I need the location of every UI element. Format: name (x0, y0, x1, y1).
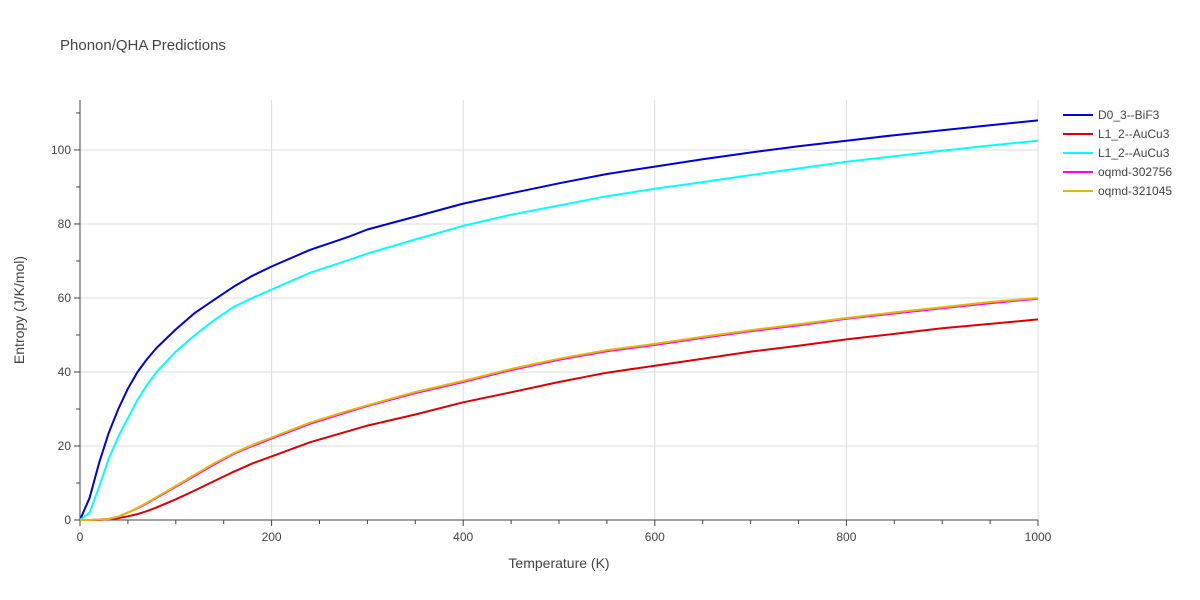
grid-lines (80, 100, 1039, 520)
y-tick-label: 60 (58, 291, 72, 305)
x-axis-title: Temperature (K) (508, 555, 609, 571)
x-tick-label: 200 (262, 530, 282, 544)
series-line (80, 318, 1039, 521)
series-line (79, 139, 1039, 521)
y-tick-label: 80 (58, 217, 72, 231)
legend-label: L1_2--AuCu3 (1098, 127, 1170, 141)
y-tick-label: 100 (51, 143, 71, 157)
series-line (80, 297, 1039, 521)
plot-area (79, 119, 1039, 521)
y-tick-label: 40 (58, 365, 72, 379)
x-tick-label: 400 (453, 530, 473, 544)
axes (74, 100, 1039, 526)
x-tick-label: 0 (77, 530, 84, 544)
y-tick-label: 0 (64, 513, 71, 527)
x-axis-ticks: 0 200 400 600 800 1000 (77, 530, 1052, 544)
series-line (79, 119, 1039, 521)
legend-label: oqmd-321045 (1098, 184, 1172, 198)
y-axis-title: Entropy (J/K/mol) (11, 256, 27, 364)
y-tick-label: 20 (58, 439, 72, 453)
legend-label: L1_2--AuCu3 (1098, 146, 1170, 160)
x-tick-label: 600 (645, 530, 665, 544)
legend-label: oqmd-302756 (1098, 165, 1172, 179)
legend: D0_3--BiF3 L1_2--AuCu3 L1_2--AuCu3 oqmd-302… (1063, 108, 1172, 198)
x-tick-label: 800 (836, 530, 856, 544)
legend-label: D0_3--BiF3 (1098, 108, 1160, 122)
chart-title: Phonon/QHA Predictions (60, 37, 226, 54)
series-line (80, 297, 1039, 521)
x-tick-label: 1000 (1025, 530, 1052, 544)
y-axis-ticks: 0 20 40 60 80 100 (51, 143, 71, 527)
